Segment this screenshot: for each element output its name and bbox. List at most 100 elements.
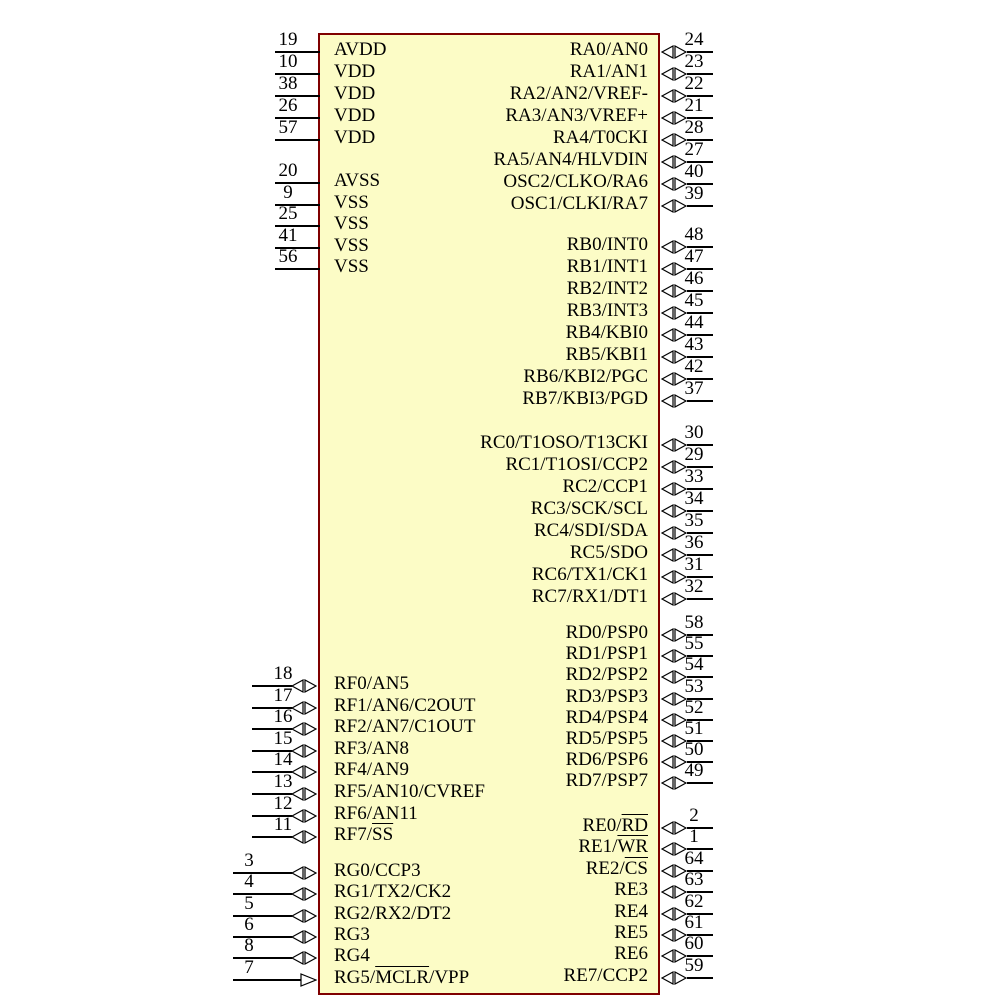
pin-number: 24 [684, 29, 704, 50]
pin-name: RD0/PSP0 [565, 622, 648, 643]
bidir-arrow-icon [661, 776, 687, 791]
pin-number: 62 [684, 890, 704, 912]
pin-name: RB5/KBI1 [565, 344, 648, 365]
pin-number: 21 [684, 95, 704, 116]
pin-wire [687, 934, 713, 936]
pin-wire [233, 893, 292, 896]
bidir-arrow-icon [661, 755, 687, 770]
pin-name: RC0/T1OSO/T13CKI [480, 432, 648, 453]
bidir-arrow-icon [661, 438, 687, 452]
pin-number: 50 [684, 739, 704, 761]
pin-name: RE4 [614, 900, 648, 922]
bidir-arrow-icon [661, 328, 687, 342]
active-low-overline: CS [624, 857, 648, 879]
pin-number: 48 [684, 224, 704, 245]
bidir-arrow-icon [661, 526, 687, 540]
pin-name: RG3 [334, 923, 370, 945]
pin-wire [275, 182, 320, 184]
bidir-arrow-icon [661, 306, 687, 320]
pin-number: 59 [684, 954, 704, 976]
bidir-arrow-icon [661, 670, 687, 685]
pin-wire [252, 706, 292, 709]
pin-wire [687, 761, 713, 764]
pin-wire [687, 290, 713, 292]
pin-name: OSC2/CLKO/RA6 [503, 171, 648, 192]
pin-name: RD1/PSP1 [565, 643, 648, 665]
pin-number: 29 [684, 444, 704, 465]
active-low-overline: WR [617, 836, 648, 858]
pin-number: 32 [684, 576, 704, 597]
pin-number: 42 [684, 356, 704, 377]
bidir-arrow-icon [661, 821, 687, 835]
pin-name: RB7/KBI3/PGD [522, 388, 648, 409]
pin-number: 11 [273, 814, 293, 836]
pin-wire [275, 73, 320, 75]
bidir-arrow-icon [661, 928, 687, 942]
pin-number: 22 [684, 73, 704, 94]
pin-wire [687, 183, 713, 185]
pin-number: 3 [244, 850, 254, 871]
pin-number: 41 [278, 224, 298, 246]
pin-name: RG0/CCP3 [334, 860, 421, 881]
bidir-arrow-icon [661, 482, 687, 496]
pin-name: VSS [334, 191, 369, 213]
pin-number: 58 [684, 612, 704, 633]
pin-name: OSC1/CLKI/RA7 [510, 193, 648, 214]
bidir-arrow-icon [661, 89, 687, 103]
pin-wire [687, 334, 713, 336]
pin-name: RC3/SCK/SCL [530, 498, 648, 519]
pin-wire [687, 955, 713, 958]
pin-number: 8 [244, 935, 254, 957]
pin-number: 56 [278, 246, 298, 267]
pin-name: RA5/AN4/HLVDIN [493, 149, 648, 170]
pin-name: RD3/PSP3 [565, 685, 648, 707]
pin-number: 51 [684, 718, 704, 739]
pin-wire [275, 225, 320, 227]
pin-wire [687, 510, 713, 512]
pin-name: VDD [334, 83, 376, 104]
pin-name: RF2/AN7/C1OUT [334, 716, 476, 738]
pin-number: 30 [684, 422, 704, 443]
pin-number: 33 [684, 466, 704, 487]
pin-name: RB1/INT1 [566, 256, 648, 277]
pin-number: 7 [244, 956, 254, 978]
bidir-arrow-icon [661, 350, 687, 364]
pin-number: 12 [273, 792, 293, 814]
pin-name: RD7/PSP7 [565, 770, 648, 792]
pin-wire [252, 814, 292, 817]
bidir-arrow-icon [661, 45, 687, 59]
bidir-arrow-icon [661, 67, 687, 81]
pin-wire [687, 400, 713, 402]
bidir-arrow-icon [291, 887, 317, 902]
bidir-arrow-icon [291, 951, 317, 966]
pin-number: 45 [684, 290, 704, 311]
bidir-arrow-icon [661, 842, 687, 857]
pin-number: 18 [273, 663, 293, 684]
bidir-arrow-icon [661, 460, 687, 474]
pin-name: RD2/PSP2 [565, 664, 648, 686]
pin-wire [275, 268, 320, 270]
pin-wire [687, 634, 713, 636]
pin-wire [275, 139, 320, 141]
pin-number: 14 [273, 749, 293, 771]
pin-wire [687, 740, 713, 742]
pin-wire [252, 728, 292, 731]
bidir-arrow-icon [661, 628, 687, 642]
pin-wire [687, 532, 713, 534]
bidir-arrow-icon [661, 155, 687, 169]
pin-wire [687, 655, 713, 658]
pin-wire [687, 488, 713, 490]
bidir-arrow-icon [661, 863, 687, 878]
pin-number: 49 [684, 760, 704, 782]
pin-wire [687, 976, 713, 979]
pin-wire [687, 598, 713, 600]
pin-wire [687, 912, 713, 915]
pin-name: RA0/AN0 [569, 39, 648, 60]
pin-number: 13 [273, 771, 293, 792]
pin-name: RD6/PSP6 [565, 749, 648, 771]
pin-number: 1 [689, 826, 699, 848]
pin-name: VDD [334, 61, 376, 82]
bidir-arrow-icon [661, 177, 687, 191]
pin-number: 63 [684, 869, 704, 891]
active-low-overline: RD [621, 815, 648, 836]
